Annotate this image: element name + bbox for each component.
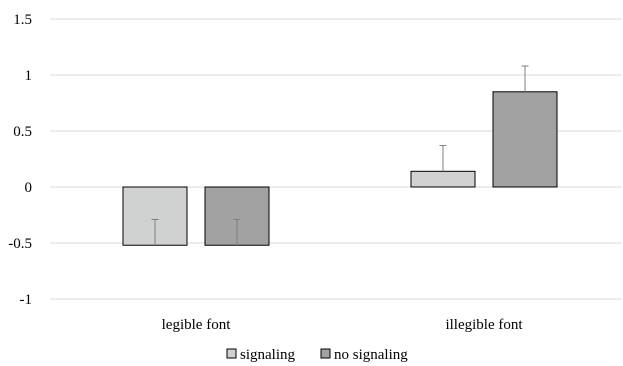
bars	[122, 91, 558, 246]
legend: signaling no signaling	[226, 347, 408, 363]
y-tick-label: -0.5	[8, 236, 32, 252]
y-tick-label: 1.5	[13, 12, 32, 28]
bar-no-signaling-illegible	[492, 91, 558, 188]
legend-label: no signaling	[334, 347, 408, 363]
y-tick-label: 0.5	[13, 124, 32, 140]
legend-swatch	[226, 348, 237, 359]
category-label: legible font	[162, 317, 232, 333]
category-label: illegible font	[445, 317, 523, 333]
legend-label: signaling	[240, 347, 295, 363]
legend-swatch	[320, 348, 331, 359]
y-tick-label: -1	[20, 292, 33, 308]
x-axis-category-labels: legible font illegible font	[162, 317, 524, 333]
error-bars	[151, 65, 529, 246]
y-axis-tick-labels: 1.5 1 0.5 0 -0.5 -1	[8, 12, 32, 308]
y-tick-label: 0	[25, 180, 33, 196]
y-tick-label: 1	[25, 68, 33, 84]
bar-signaling-illegible	[410, 170, 476, 188]
